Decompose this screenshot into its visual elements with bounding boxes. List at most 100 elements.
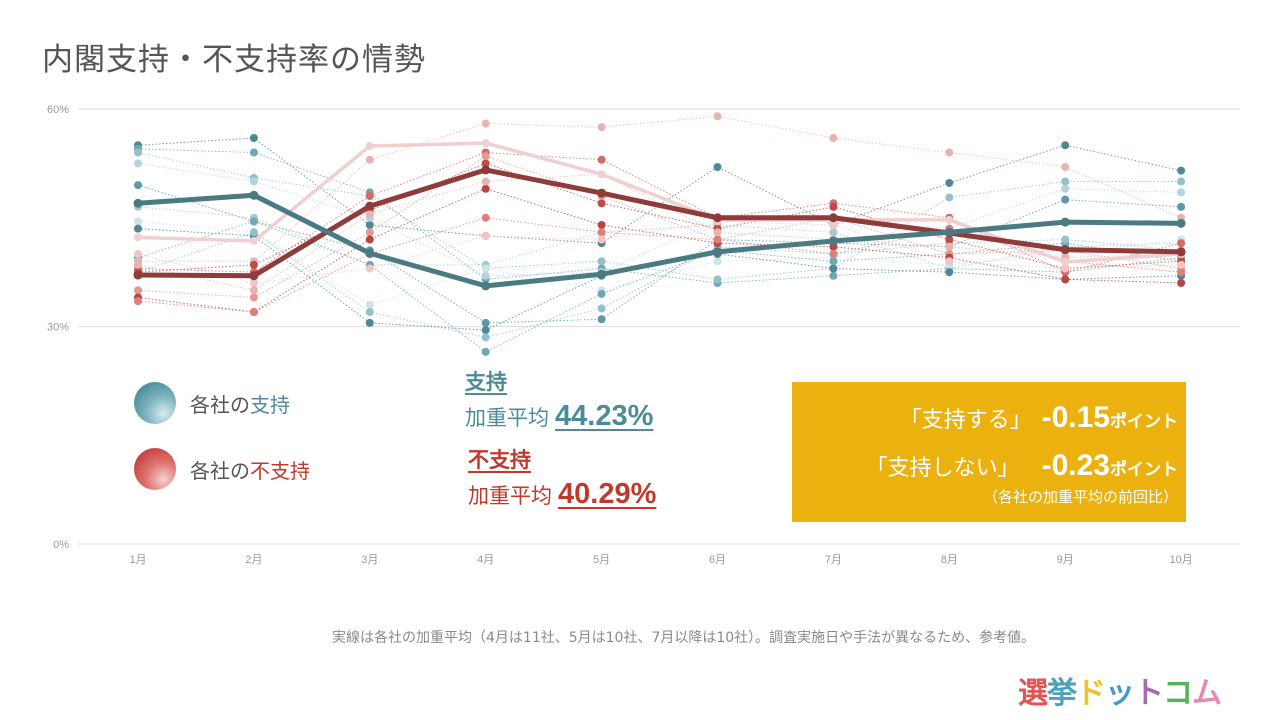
disapprove-company-point	[481, 231, 490, 240]
summary-label: 「支持しない」	[865, 456, 1020, 481]
main-lines	[133, 139, 1186, 291]
support-company-point	[945, 193, 954, 202]
disapprove-company-point	[134, 286, 142, 295]
support-company-point	[134, 148, 142, 157]
x-tick-label: 4月	[477, 554, 494, 566]
pink-line-point	[597, 170, 606, 179]
disapprove-main-point	[1176, 247, 1186, 257]
summary-note: （各社の加重平均の前回比）	[982, 488, 1178, 506]
disapprove-company-point	[1061, 163, 1070, 171]
disapprove-company-point	[829, 202, 838, 211]
support-company-line	[137, 137, 1182, 244]
disapprove-company-point	[365, 228, 374, 237]
support-company-point	[249, 148, 258, 157]
y-tick-label: 30%	[47, 322, 69, 334]
support-company-point	[134, 159, 142, 168]
disapprove-main-point	[713, 213, 722, 223]
support-main-point	[249, 190, 259, 200]
summary-label: 「支持する」	[899, 408, 1032, 433]
logo-char: 選	[1018, 676, 1048, 711]
disapprove-company-point	[829, 134, 838, 142]
support-company-point	[249, 134, 258, 142]
disapprove-average-heading: 不支持	[468, 448, 531, 472]
disapprove-company-point	[365, 235, 374, 244]
logo-char: ッ	[1105, 676, 1135, 711]
summary-value: -0.23	[1041, 449, 1110, 482]
support-company-point	[597, 289, 606, 298]
disapprove-company-point	[945, 257, 954, 266]
support-main-point	[365, 248, 375, 258]
disapprove-company-point	[365, 192, 374, 200]
disapprove-company-point	[945, 242, 954, 251]
support-company-line	[137, 231, 1182, 338]
disapprove-company-point	[134, 260, 142, 269]
disapprove-company-line	[137, 188, 1182, 313]
disapprove-company-point	[713, 228, 722, 237]
disapprove-main-point	[828, 213, 838, 223]
disapprove-company-point	[597, 221, 606, 229]
legend-highlight: 不支持	[250, 458, 310, 483]
disapprove-company-point	[249, 308, 258, 316]
disapprove-legend-dot	[134, 448, 176, 490]
page-title: 内閣支持・不支持率の情勢	[42, 42, 426, 78]
support-main-point	[713, 247, 722, 257]
disapprove-company-point	[1061, 275, 1070, 284]
disapprove-company-point	[134, 250, 142, 258]
support-company-point	[249, 177, 258, 186]
support-company-point	[365, 308, 374, 316]
support-company-point	[713, 257, 722, 266]
support-main-point	[944, 227, 954, 237]
support-company-point	[713, 275, 722, 284]
support-company-point	[829, 228, 838, 237]
disapprove-company-point	[134, 297, 142, 306]
support-company-point	[249, 228, 258, 237]
support-company-line	[137, 152, 1182, 280]
legend-prefix: 各社の	[190, 458, 250, 483]
company-lines	[134, 112, 1186, 356]
support-company-point	[1061, 184, 1070, 193]
disapprove-main-line	[137, 167, 1182, 279]
y-tick-label: 60%	[47, 104, 69, 116]
disapprove-company-point	[481, 159, 490, 168]
support-company-line	[137, 148, 1182, 284]
footnote: 実線は各社の加重平均（4月は11社、5月は10社、7月以降は10社）。調査実施日…	[332, 630, 1036, 646]
disapprove-company-point	[713, 235, 722, 244]
support-company-point	[1177, 202, 1186, 211]
support-main-point	[828, 236, 838, 246]
site-logo[interactable]: 選挙ドットコム	[1018, 668, 1222, 712]
support-main-point	[1060, 217, 1070, 227]
support-company-point	[365, 221, 374, 229]
disapprove-company-point	[1177, 260, 1186, 269]
disapprove-company-point	[249, 286, 258, 295]
support-average-heading: 支持	[465, 370, 507, 394]
support-company-point	[1177, 166, 1186, 175]
disapprove-average-block: 不支持 加重平均 40.29%	[468, 444, 656, 511]
disapprove-company-point	[597, 199, 606, 208]
disapprove-company-point	[829, 250, 838, 258]
support-average-line: 加重平均 44.23%	[465, 400, 653, 433]
support-company-point	[597, 304, 606, 313]
support-company-point	[829, 257, 838, 266]
disapprove-company-line	[137, 217, 1182, 313]
support-company-point	[481, 347, 490, 356]
legend-support: 各社の支持	[134, 382, 290, 424]
pink-line-point	[365, 141, 374, 150]
support-company-point	[249, 217, 258, 226]
disapprove-average-line: 加重平均 40.29%	[468, 478, 656, 511]
support-average-value: 44.23%	[555, 400, 654, 432]
support-company-point	[134, 224, 142, 233]
disapprove-company-point	[249, 279, 258, 287]
disapprove-company-point	[597, 123, 606, 132]
x-tick-label: 6月	[709, 554, 726, 566]
x-tick-label: 5月	[593, 554, 610, 566]
legend-disapprove: 各社の不支持	[134, 448, 310, 490]
legend-prefix: 各社の	[190, 392, 250, 417]
support-company-point	[481, 326, 490, 335]
support-company-point	[481, 318, 490, 327]
pink-line-point	[481, 139, 490, 148]
legend-disapprove-label: 各社の不支持	[190, 455, 310, 484]
support-company-point	[481, 271, 490, 280]
disapprove-company-point	[597, 228, 606, 237]
disapprove-main-point	[1060, 245, 1070, 255]
support-main-point	[597, 269, 607, 279]
